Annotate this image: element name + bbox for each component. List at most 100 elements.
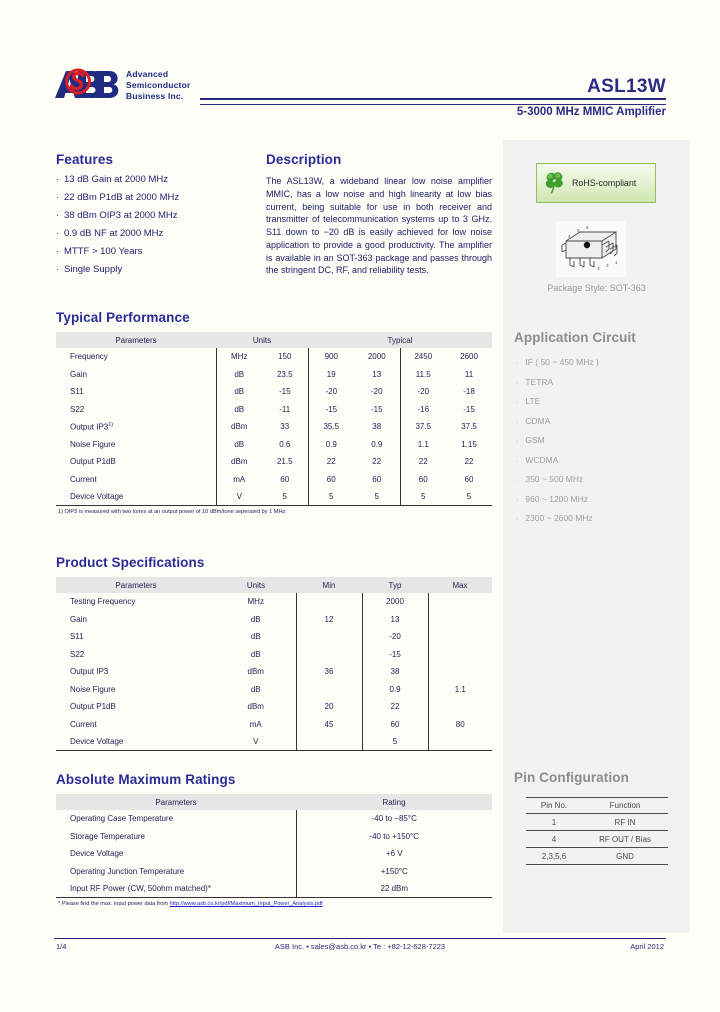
row-typ: 38 <box>361 663 428 681</box>
feature-label: 38 dBm OIP3 at 2000 MHz <box>64 210 178 221</box>
bullet-icon: · <box>516 399 519 406</box>
row-val: -11 <box>279 404 291 414</box>
table-row: S11 dB -15 -20 -20 -20 -18 <box>56 383 492 401</box>
row-val: 0.6 <box>279 439 291 449</box>
row-max <box>427 593 492 611</box>
table-row: S11 dB -20 <box>56 628 492 646</box>
product-specifications-section: Product Specifications Parameters Units … <box>56 555 492 751</box>
page-header: Advanced Semiconductor Business Inc. ASL… <box>0 0 720 130</box>
row-val: 33 <box>280 422 290 432</box>
application-label: 960 ~ 1200 MHz <box>525 493 588 504</box>
application-item: · CDMA <box>514 416 684 426</box>
absolute-maximum-ratings-title: Absolute Maximum Ratings <box>56 772 236 787</box>
bullet-icon: · <box>56 228 59 238</box>
description-body: The ASL13W, a wideband linear low noise … <box>266 176 492 276</box>
row-param: Device Voltage <box>70 849 124 859</box>
table-row: Testing Frequency MHz 2000 <box>56 593 492 611</box>
svg-text:4: 4 <box>568 234 571 239</box>
application-item: · 350 ~ 500 MHz <box>514 474 684 484</box>
application-circuit-section: Application Circuit · IF ( 50 ~ 450 MHz … <box>514 330 684 533</box>
row-param: Output P1dB <box>70 702 116 712</box>
logo-line-3: Business Inc. <box>126 91 184 102</box>
rohs-label: RoHS-compliant <box>572 178 637 188</box>
row-min <box>295 680 362 698</box>
row-param: Storage Temperature <box>70 831 146 841</box>
row-val: 1.15 <box>461 439 477 449</box>
feature-label: 0.9 dB NF at 2000 MHz <box>64 228 164 239</box>
feature-label: Single Supply <box>64 264 123 275</box>
row-rating: -40 to −85°C <box>295 810 492 828</box>
package-image: 6 5 4 1 2 3 <box>556 221 626 277</box>
row-val: -15 <box>463 404 475 414</box>
row-val: -18 <box>463 387 475 397</box>
row-min <box>295 628 362 646</box>
col-min: Min <box>296 577 362 593</box>
row-max: 80 <box>427 715 492 733</box>
row-val: 60 <box>372 474 382 484</box>
table-row: Storage Temperature -40 to +150°C <box>56 827 492 845</box>
col-typ: Typ <box>362 577 428 593</box>
row-typ: -20 <box>361 628 428 646</box>
application-label: IF ( 50 ~ 450 MHz ) <box>525 357 599 367</box>
row-rating: 22 dBm <box>295 880 492 898</box>
table-row: Output P1dB dBm 20 22 <box>56 698 492 716</box>
row-typ: -15 <box>361 645 428 663</box>
row-typ: 2000 <box>361 593 428 611</box>
col-parameters: Parameters <box>56 794 296 810</box>
row-min <box>295 593 362 611</box>
typical-performance-table: Parameters Units Typical Frequency MHz 1… <box>56 332 492 506</box>
table-row: Gain dB 12 13 <box>56 610 492 628</box>
row-unit: V <box>215 488 262 506</box>
part-subtitle: 5-3000 MHz MMIC Amplifier <box>516 106 666 118</box>
row-function: RF IN <box>582 813 668 831</box>
col-pin-no: Pin No. <box>526 797 582 814</box>
row-param: S11 <box>70 387 84 397</box>
row-function: RF OUT / Bias <box>582 830 668 848</box>
row-val: -15 <box>370 404 383 414</box>
feature-label: MTTF > 100 Years <box>64 246 143 257</box>
table-row: 2,3,5,6 GND <box>526 847 668 865</box>
bullet-icon: · <box>516 418 519 426</box>
bullet-icon: · <box>516 516 519 523</box>
row-val: 2000 <box>367 352 386 362</box>
row-param: Noise Figure <box>70 439 116 449</box>
row-val: 5 <box>307 488 354 506</box>
table-header-row: Parameters Units Min Typ Max <box>56 577 492 593</box>
row-max <box>427 645 492 663</box>
svg-text:1: 1 <box>615 260 618 265</box>
table-row: Current mA 45 60 80 <box>56 715 492 733</box>
col-parameters: Parameters <box>56 577 216 593</box>
row-val: 2450 <box>399 348 446 366</box>
row-param: Current <box>70 719 97 729</box>
row-unit: dB <box>250 684 261 694</box>
row-max <box>427 663 492 681</box>
row-param: Testing Frequency <box>70 597 136 607</box>
row-param: Gain <box>70 614 87 624</box>
pin-configuration-section: Pin Configuration Pin No. Function 1 RF … <box>514 770 684 865</box>
table-row: S22 dB -15 <box>56 645 492 663</box>
table-row: Frequency MHz 150 900 2000 2450 2600 <box>56 348 492 366</box>
row-param: Device Voltage <box>56 488 216 506</box>
table-row: Output P1dB dBm 21.5 22 22 22 22 <box>56 453 492 471</box>
col-units: Units <box>216 332 308 348</box>
row-max <box>427 628 492 646</box>
row-function: GND <box>582 847 668 865</box>
row-val: 23.5 <box>276 369 293 379</box>
row-typ: 5 <box>361 733 428 751</box>
row-pin-no: 1 <box>526 813 582 831</box>
typical-performance-section: Typical Performance Parameters Units Typ… <box>56 310 492 515</box>
row-param: Operating Case Temperature <box>70 814 174 824</box>
feature-label: 22 dBm P1dB at 2000 MHz <box>64 192 180 203</box>
col-typical: Typical <box>308 332 492 348</box>
row-param: S11 <box>70 632 84 642</box>
feature-item: · 13 dB Gain at 2000 MHz <box>56 174 246 185</box>
bullet-icon: · <box>56 264 59 274</box>
part-number: ASL13W <box>587 76 666 97</box>
row-max <box>427 610 492 628</box>
table-row: Output IP3 dBm 36 38 <box>56 663 492 681</box>
row-val: 37.5 <box>461 422 477 432</box>
max-input-power-link[interactable]: http://www.asb.co.kr/pdf/Maximum_Input_P… <box>169 901 323 907</box>
row-param: Output IP31) <box>56 418 216 436</box>
application-item: · GSM <box>514 435 684 445</box>
row-val: 22 <box>307 453 354 471</box>
